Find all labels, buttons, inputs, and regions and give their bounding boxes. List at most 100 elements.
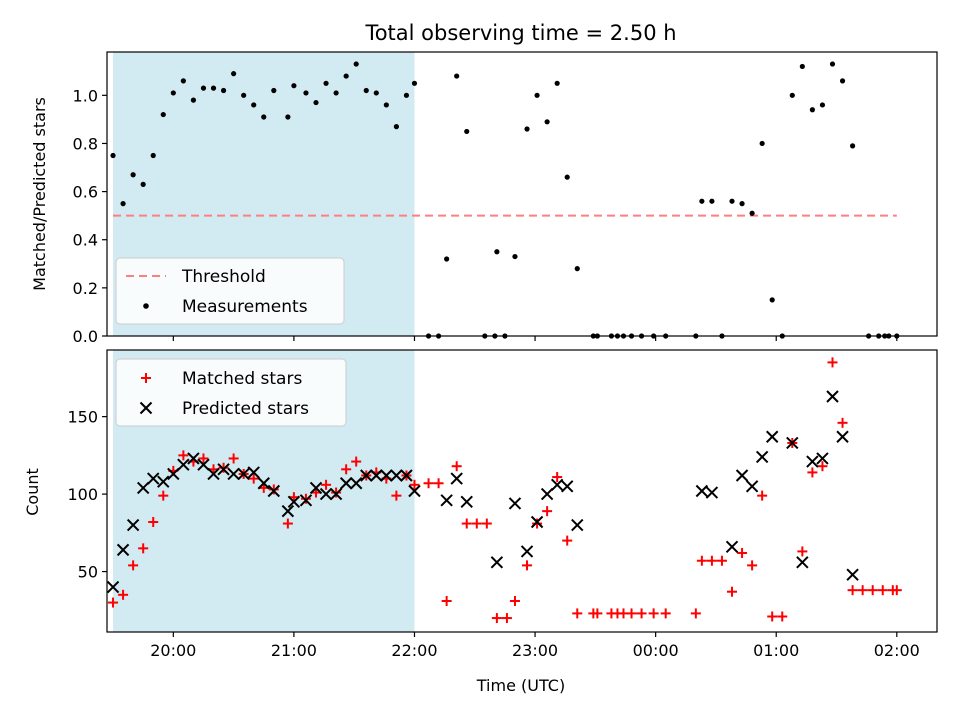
matched-point — [441, 596, 452, 607]
x-axis-label: Time (UTC) — [476, 676, 565, 695]
measurement-point — [839, 78, 846, 84]
measurement-point — [343, 73, 349, 79]
predicted-point — [755, 450, 769, 464]
matched-point — [636, 608, 647, 619]
measurement-point — [140, 181, 146, 187]
predicted-point — [147, 472, 160, 485]
matched-point — [592, 608, 603, 619]
predicted-point — [287, 495, 301, 509]
measurement-point — [534, 92, 540, 98]
measurement-point — [393, 124, 399, 130]
measurement-point — [285, 114, 291, 120]
measurement-point — [809, 107, 815, 113]
predicted-point — [267, 484, 281, 498]
y-tick-label: 0.8 — [73, 134, 98, 153]
y-tick-label: 100 — [67, 485, 98, 504]
measurement-point — [241, 92, 247, 98]
measurement-point — [160, 111, 166, 118]
y-tick-label: 1.0 — [73, 86, 98, 105]
matched-point — [391, 490, 402, 501]
matched-point — [300, 493, 311, 504]
matched-point — [837, 417, 848, 428]
predicted-point — [400, 469, 413, 482]
matched-point — [747, 560, 758, 571]
matched-point — [626, 608, 637, 619]
measurement-point — [291, 83, 297, 89]
predicted-point — [380, 469, 393, 482]
predicted-point — [136, 481, 150, 495]
top-x-ticks — [172, 336, 898, 341]
predicted-point — [319, 487, 333, 501]
bottom-x-ticks: 20:00 21:00 22:00 23:00 00:00 01:00 02:00 — [150, 632, 920, 660]
matched-point — [807, 467, 818, 478]
predicted-point — [370, 469, 383, 482]
predicted-point — [450, 472, 463, 485]
legend-matched-label: Matched stars — [182, 369, 302, 389]
predicted-point — [725, 540, 739, 553]
predicted-point — [257, 477, 270, 490]
predicted-point — [846, 568, 859, 581]
matched-point — [321, 479, 332, 490]
matched-point — [433, 478, 444, 489]
matched-point — [351, 456, 362, 467]
measurement-point — [709, 198, 715, 204]
measurement-point — [261, 114, 267, 120]
measurement-point — [353, 61, 359, 67]
bottom-y-axis-label: Count — [23, 468, 42, 516]
matched-point — [198, 453, 209, 464]
predicted-point — [408, 484, 421, 498]
measurement-point — [524, 126, 530, 132]
matched-point — [118, 589, 129, 600]
measurement-point — [789, 92, 795, 98]
measurement-point — [383, 102, 389, 108]
predicted-point — [197, 458, 210, 471]
y-tick-label: 50 — [78, 563, 98, 582]
measurement-point — [769, 297, 775, 303]
y-tick-label: 0.2 — [73, 279, 98, 298]
predicted-point — [237, 467, 250, 481]
measurement-point — [411, 80, 418, 86]
predicted-point — [157, 475, 170, 488]
predicted-point — [309, 481, 323, 495]
matched-point — [757, 490, 768, 501]
matched-point — [148, 516, 159, 527]
top-y-axis-label: Matched/Predicted stars — [30, 97, 49, 291]
predicted-point — [540, 487, 554, 501]
matched-point — [509, 596, 520, 607]
predicted-point — [207, 467, 220, 481]
predicted-stars-points — [106, 390, 859, 594]
matched-point — [648, 608, 659, 619]
top-plot-frame — [106, 51, 938, 337]
measurement-point — [313, 99, 319, 106]
x-tick-label: 00:00 — [633, 641, 679, 660]
predicted-point — [490, 556, 504, 569]
matched-point — [660, 608, 671, 619]
y-tick-label: 0.0 — [73, 327, 98, 346]
predicted-point — [177, 458, 190, 471]
measurement-point — [759, 140, 765, 147]
predicted-point — [227, 467, 240, 481]
predicted-point — [705, 486, 719, 499]
predicted-point — [550, 478, 564, 492]
predicted-point — [187, 452, 200, 465]
top-legend-box — [115, 257, 345, 325]
legend-matched-swatch — [141, 373, 151, 383]
matched-point — [737, 547, 748, 558]
matched-point — [461, 518, 472, 529]
ratio-panel: Total observing time = 2.50 h 0.00.20.40… — [30, 21, 938, 346]
measurement-point — [564, 174, 570, 180]
matched-point — [409, 479, 420, 490]
matched-point — [522, 560, 533, 571]
measurement-point — [739, 201, 745, 207]
matched-point — [857, 585, 868, 596]
measurement-point — [190, 97, 197, 103]
predicted-point — [339, 477, 353, 490]
predicted-point — [826, 390, 839, 403]
predicted-point — [806, 455, 819, 468]
matched-point — [228, 453, 239, 464]
matched-point — [341, 464, 352, 475]
measurement-point — [699, 198, 705, 204]
top-legend: Threshold Measurements — [115, 257, 345, 325]
bottom-legend: Matched stars Predicted stars — [115, 358, 347, 427]
measurement-point — [829, 61, 836, 67]
